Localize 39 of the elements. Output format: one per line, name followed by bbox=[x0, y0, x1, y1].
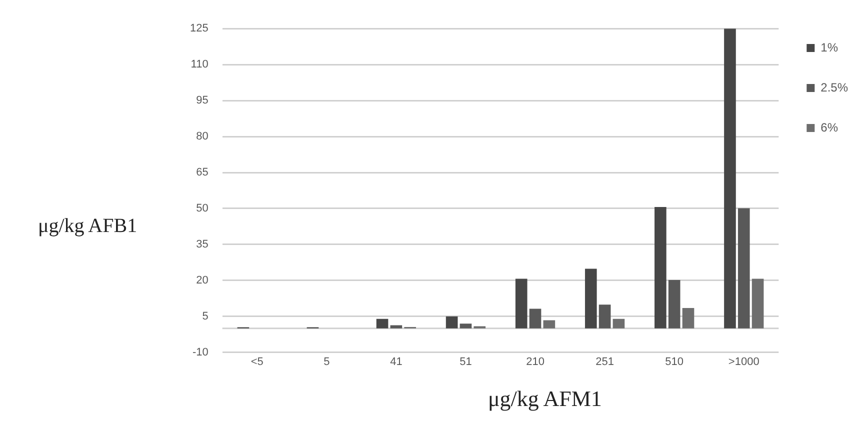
bar bbox=[446, 316, 458, 328]
x-tick-label: 41 bbox=[390, 356, 402, 368]
bar bbox=[668, 280, 680, 328]
bar bbox=[529, 308, 542, 328]
y-axis-title: μg/kg AFB1 bbox=[38, 215, 138, 238]
x-tick-label: 51 bbox=[460, 356, 472, 368]
y-tick-label: 20 bbox=[196, 274, 208, 286]
x-tick-label: 251 bbox=[596, 356, 614, 368]
legend-label: 2.5% bbox=[820, 80, 848, 94]
legend-label: 6% bbox=[820, 120, 838, 134]
bar bbox=[724, 28, 736, 328]
legend-label: 1% bbox=[820, 40, 838, 54]
y-tick-label: 110 bbox=[190, 58, 208, 71]
x-tick-label: 510 bbox=[665, 356, 684, 368]
y-tick-label: 80 bbox=[196, 130, 208, 143]
x-axis-title: μg/kg AFM1 bbox=[488, 386, 602, 412]
y-tick-label: 125 bbox=[190, 22, 208, 35]
y-tick-label: 50 bbox=[196, 202, 208, 215]
y-tick-label: -10 bbox=[192, 346, 208, 358]
bar bbox=[752, 278, 764, 328]
bar bbox=[543, 320, 556, 328]
y-tick-label: 95 bbox=[196, 94, 208, 107]
bar bbox=[682, 308, 694, 328]
x-tick-label: >1000 bbox=[728, 356, 760, 368]
y-tick-label: 5 bbox=[202, 310, 208, 322]
y-tick-label: 65 bbox=[196, 166, 208, 179]
bar bbox=[515, 278, 528, 328]
bar bbox=[460, 324, 472, 328]
bar bbox=[598, 304, 611, 328]
bar bbox=[738, 208, 750, 328]
x-tick-label: 5 bbox=[324, 356, 330, 368]
y-tick-label: 35 bbox=[196, 238, 208, 250]
x-tick-label: <5 bbox=[250, 356, 264, 368]
bar bbox=[376, 318, 388, 328]
bar bbox=[584, 268, 597, 328]
x-tick-label: 210 bbox=[526, 356, 544, 368]
bar bbox=[390, 325, 402, 328]
bar bbox=[654, 207, 666, 328]
bar bbox=[612, 318, 625, 328]
